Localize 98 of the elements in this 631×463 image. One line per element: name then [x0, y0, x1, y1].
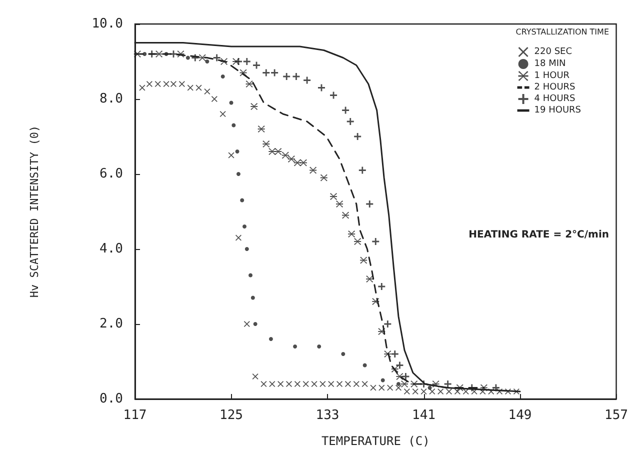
point — [271, 69, 278, 76]
point — [380, 378, 385, 382]
legend-label: 19 HOURS — [534, 106, 582, 116]
point — [242, 224, 246, 228]
point — [330, 193, 338, 200]
point — [292, 73, 300, 80]
point — [438, 388, 444, 394]
point — [293, 344, 298, 348]
point — [186, 56, 190, 60]
point — [336, 200, 344, 208]
point — [213, 54, 220, 62]
y-tick-label: 8.0 — [100, 92, 123, 106]
point — [366, 276, 374, 282]
point — [370, 384, 376, 391]
point — [170, 81, 176, 87]
legend-label: 2 HOURS — [534, 82, 576, 92]
point — [354, 238, 362, 245]
point — [243, 58, 250, 65]
annotation: HEATING RATE = 2°C/min — [468, 230, 610, 240]
point — [378, 283, 386, 290]
point — [396, 382, 400, 386]
point — [178, 81, 185, 87]
legend-label: 18 MIN — [534, 59, 566, 69]
point — [278, 381, 284, 387]
point — [211, 96, 218, 102]
x-tick-label: 133 — [316, 408, 340, 423]
point — [492, 384, 500, 392]
y-tick-label: 2.0 — [100, 316, 123, 332]
point — [294, 381, 300, 387]
point — [228, 152, 234, 158]
point — [262, 140, 270, 148]
point — [236, 172, 240, 176]
point — [220, 74, 225, 78]
point — [286, 381, 292, 387]
point — [196, 84, 202, 91]
point — [318, 84, 325, 92]
y-tick-label: 4.0 — [100, 242, 123, 256]
point — [362, 363, 367, 368]
x-tick-label: 117 — [123, 408, 147, 423]
point — [253, 62, 260, 69]
x-tick-label: 149 — [508, 408, 532, 423]
point — [235, 150, 240, 154]
point — [268, 337, 273, 341]
point — [258, 126, 265, 132]
y-tick-label: 0.0 — [100, 392, 123, 406]
point — [156, 50, 163, 58]
point — [354, 133, 362, 140]
point — [348, 230, 356, 238]
y-tick-label: 10.0 — [92, 16, 123, 32]
point — [244, 247, 249, 251]
point — [454, 388, 460, 394]
point — [317, 344, 322, 348]
point — [504, 388, 511, 394]
point — [250, 103, 258, 110]
point — [288, 156, 295, 162]
point — [342, 106, 350, 114]
point — [205, 60, 210, 64]
point — [229, 100, 234, 105]
point — [404, 388, 410, 394]
point — [248, 273, 252, 278]
point — [341, 352, 346, 356]
point — [446, 388, 452, 394]
point — [139, 84, 146, 91]
point — [401, 380, 408, 388]
point — [428, 386, 432, 390]
point — [391, 350, 398, 358]
point — [384, 320, 392, 328]
point — [344, 381, 351, 387]
x-axis-title: TEMPERATURE (C) — [321, 434, 430, 448]
point — [253, 322, 258, 326]
point — [336, 381, 343, 387]
x-tick-label: 157 — [604, 408, 628, 423]
point — [283, 73, 290, 80]
point — [240, 198, 244, 202]
y-tick-label: 6.0 — [100, 166, 123, 182]
point — [358, 166, 366, 174]
x-tick-label: 125 — [220, 408, 243, 423]
point — [372, 238, 380, 245]
point — [330, 92, 338, 99]
point — [274, 148, 282, 155]
point — [304, 76, 311, 84]
point — [396, 362, 404, 369]
point — [187, 84, 194, 91]
legend-label: 220 SEC — [534, 47, 572, 57]
point — [346, 118, 354, 125]
point — [268, 148, 276, 155]
x-tick-label: 141 — [412, 408, 436, 423]
legend-title: CRYSTALLIZATION TIME — [516, 28, 610, 36]
point — [496, 388, 503, 394]
point — [146, 81, 152, 87]
point — [262, 69, 270, 76]
point — [250, 296, 255, 300]
legend-label: 1 HOUR — [534, 71, 570, 81]
point — [142, 52, 147, 56]
y-axis-title: Hv SCATTERED INTENSITY (0) — [28, 125, 41, 298]
point — [366, 200, 374, 208]
point — [232, 123, 236, 128]
legend-label: 4 HOURS — [534, 94, 576, 104]
